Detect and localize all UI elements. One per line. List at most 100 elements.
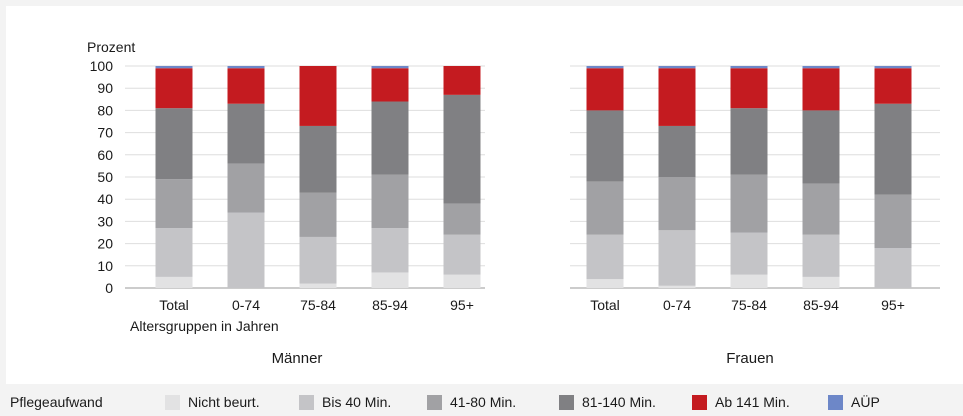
legend-swatch [559, 394, 574, 410]
bar-männer-85-94-ab-141-min [371, 68, 409, 102]
y-tick-30: 30 [97, 213, 113, 229]
legend-swatch [165, 394, 180, 410]
y-tick-10: 10 [97, 258, 113, 274]
y-tick-0: 0 [105, 280, 113, 296]
bar-männer-0-74-ab-141-min [227, 68, 265, 104]
legend: Pflegeaufwand Nicht beurt. Bis 40 Min. 41-… [0, 390, 963, 416]
bar-frauen-0-74-81-140-min [658, 125, 696, 177]
bar-frauen-total-81-140-min [586, 110, 624, 182]
bar-männer-0-74-41-80-min [227, 163, 265, 213]
bar-frauen-0-74-nicht-beurt [658, 285, 696, 288]
bar-frauen-85-94-ab-141-min [802, 68, 840, 111]
legend-label: Bis 40 Min. [322, 394, 392, 410]
panel-title-frauen: Frauen [726, 350, 774, 367]
y-tick-100: 100 [90, 58, 114, 74]
bar-frauen-0-74-41-80-min [658, 177, 696, 231]
bar-frauen-85-94-41-80-min [802, 183, 840, 235]
bar-männer-0-74-81-140-min [227, 103, 265, 164]
bar-männer-95-81-140-min [443, 94, 481, 204]
bar-männer-85-94-41-80-min [371, 174, 409, 229]
bar-männer-total-aüp [155, 66, 193, 69]
bar-frauen-75-84-nicht-beurt [730, 274, 768, 288]
x-tick-frauen-75-84: 75-84 [731, 297, 767, 313]
chart-svg: Prozent Altersgruppen in Jahren Männer F… [87, 39, 940, 367]
y-tick-20: 20 [97, 236, 113, 252]
bar-frauen-0-74-ab-141-min [658, 68, 696, 126]
bar-männer-total-bis-40-min [155, 228, 193, 277]
bar-männer-75-84-81-140-min [299, 125, 337, 193]
bar-frauen-75-84-aüp [730, 66, 768, 69]
bar-frauen-total-41-80-min [586, 181, 624, 235]
bar-frauen-85-94-nicht-beurt [802, 276, 840, 288]
y-tick-labels: 0 10 20 30 40 50 60 70 80 90 100 [90, 58, 114, 296]
bar-männer-85-94-aüp [371, 66, 409, 69]
bar-frauen-total-bis-40-min [586, 234, 624, 280]
bar-männer-95-nicht-beurt [443, 274, 481, 288]
y-tick-90: 90 [97, 80, 113, 96]
bar-frauen-85-94-81-140-min [802, 110, 840, 184]
y-tick-60: 60 [97, 147, 113, 163]
bar-männer-total-41-80-min [155, 179, 193, 229]
bar-männer-95-ab-141-min [443, 66, 481, 95]
bar-männer-0-74-aüp [227, 66, 265, 69]
bar-frauen-95-aüp [874, 66, 912, 69]
y-tick-40: 40 [97, 191, 113, 207]
x-tick-männer-total: Total [159, 297, 189, 313]
legend-swatch [828, 394, 843, 410]
bar-männer-75-84-ab-141-min [299, 66, 337, 126]
legend-title: Pflegeaufwand [10, 394, 103, 410]
bar-männer-total-nicht-beurt [155, 276, 193, 288]
bar-frauen-75-84-41-80-min [730, 174, 768, 233]
x-tick-männer-85-94: 85-94 [372, 297, 408, 313]
x-tick-frauen-95: 95+ [881, 297, 905, 313]
x-axis-label: Altersgruppen in Jahren [130, 318, 279, 334]
bar-männer-95-bis-40-min [443, 234, 481, 275]
y-tick-80: 80 [97, 102, 113, 118]
bar-frauen-75-84-81-140-min [730, 108, 768, 175]
legend-label: 41-80 Min. [450, 394, 517, 410]
legend-swatch [299, 394, 314, 410]
bar-männer-total-81-140-min [155, 108, 193, 180]
bar-frauen-total-nicht-beurt [586, 279, 624, 288]
bar-frauen-85-94-bis-40-min [802, 234, 840, 277]
legend-item-nicht-beurt: Nicht beurt. [165, 394, 260, 410]
legend-item-41-80-min: 41-80 Min. [427, 394, 516, 410]
bar-frauen-0-74-aüp [658, 66, 696, 69]
legend-item-aüp: AÜP [828, 394, 880, 410]
x-tick-männer-75-84: 75-84 [300, 297, 336, 313]
bar-männer-75-84-41-80-min [299, 192, 337, 237]
legend-item-81-140-min: 81-140 Min. [559, 394, 656, 410]
x-tick-frauen-85-94: 85-94 [803, 297, 839, 313]
x-tick-frauen-0-74: 0-74 [663, 297, 691, 313]
legend-item-bis-40-min: Bis 40 Min. [299, 394, 391, 410]
bar-frauen-95-81-140-min [874, 103, 912, 195]
legend-item-ab-141-min: Ab 141 Min. [692, 394, 790, 410]
bar-frauen-75-84-bis-40-min [730, 232, 768, 275]
bar-frauen-85-94-aüp [802, 66, 840, 69]
bar-frauen-95-ab-141-min [874, 68, 912, 104]
bar-männer-85-94-81-140-min [371, 101, 409, 175]
legend-label: 81-140 Min. [582, 394, 656, 410]
legend-swatch [427, 394, 442, 410]
bar-layer [155, 66, 912, 288]
bar-männer-0-74-bis-40-min [227, 212, 265, 288]
bar-männer-75-84-nicht-beurt [299, 283, 337, 288]
x-tick-männer-0-74: 0-74 [232, 297, 260, 313]
x-tick-frauen-total: Total [590, 297, 620, 313]
bar-frauen-total-ab-141-min [586, 68, 624, 111]
bar-männer-75-84-bis-40-min [299, 236, 337, 284]
y-tick-50: 50 [97, 169, 113, 185]
bar-frauen-95-bis-40-min [874, 248, 912, 288]
bar-männer-total-ab-141-min [155, 68, 193, 109]
y-axis-label: Prozent [87, 39, 135, 55]
bar-männer-95-41-80-min [443, 203, 481, 235]
legend-swatch [692, 394, 707, 410]
bar-frauen-95-41-80-min [874, 194, 912, 249]
x-tick-männer-95: 95+ [450, 297, 474, 313]
bar-frauen-0-74-bis-40-min [658, 230, 696, 286]
bar-männer-85-94-bis-40-min [371, 228, 409, 273]
y-tick-70: 70 [97, 125, 113, 141]
legend-label: Nicht beurt. [188, 394, 260, 410]
legend-label: AÜP [851, 394, 880, 410]
panel-title-maenner: Männer [272, 350, 323, 367]
